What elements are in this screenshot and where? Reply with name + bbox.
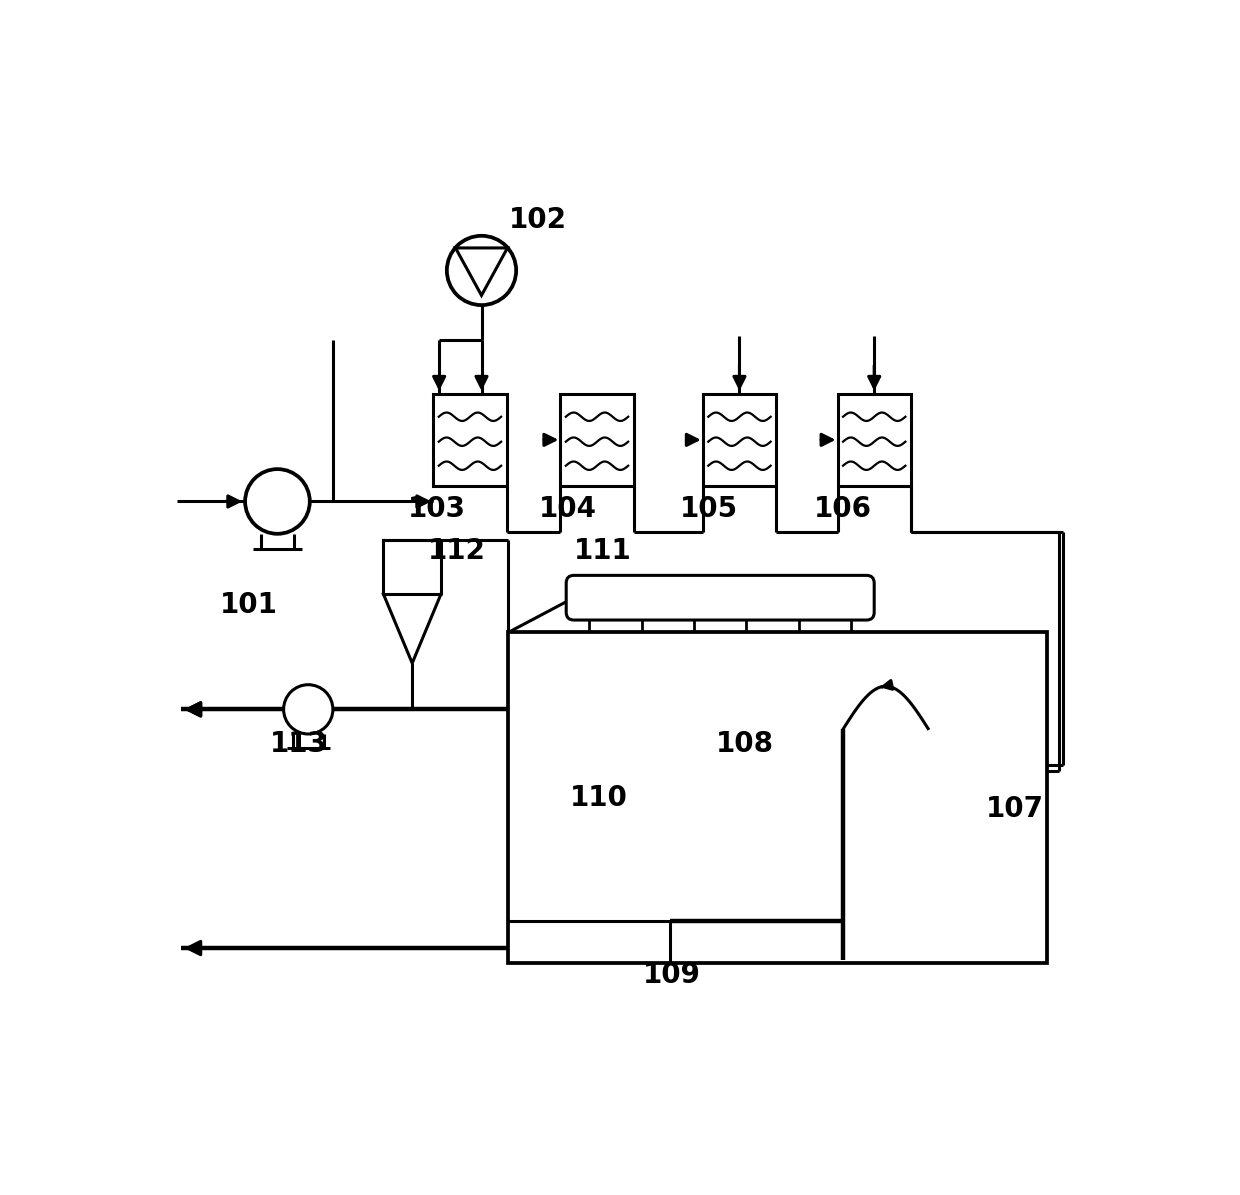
- Text: 106: 106: [815, 495, 872, 523]
- Text: 101: 101: [219, 592, 278, 619]
- Bar: [838, 393, 910, 486]
- Text: 104: 104: [539, 495, 598, 523]
- Text: 105: 105: [681, 495, 738, 523]
- Text: 107: 107: [986, 795, 1044, 823]
- Text: 111: 111: [574, 538, 631, 565]
- Circle shape: [284, 685, 332, 734]
- FancyBboxPatch shape: [567, 575, 874, 620]
- Text: 103: 103: [408, 495, 466, 523]
- Bar: [560, 393, 634, 486]
- Text: 109: 109: [644, 961, 701, 988]
- Text: 110: 110: [570, 784, 627, 811]
- Circle shape: [246, 470, 310, 534]
- Text: 112: 112: [428, 538, 486, 565]
- Text: 113: 113: [270, 730, 327, 758]
- Bar: [508, 632, 1048, 963]
- Bar: [703, 393, 776, 486]
- Text: 102: 102: [508, 206, 567, 234]
- Bar: [433, 393, 506, 486]
- Text: 108: 108: [717, 730, 774, 758]
